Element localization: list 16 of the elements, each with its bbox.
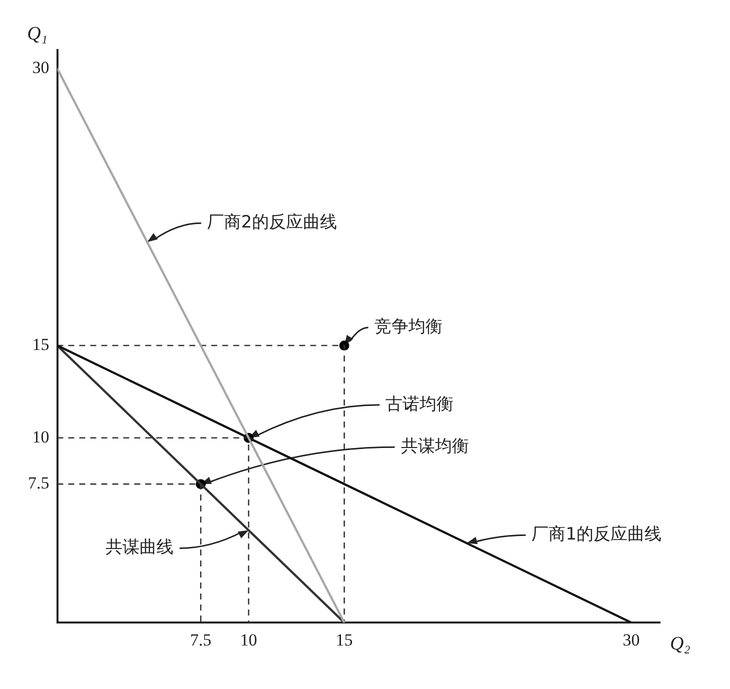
y-tick-label: 7.5 <box>28 474 50 493</box>
x-tick-label: 30 <box>622 630 640 650</box>
annotation: 厂商2的反应曲线 <box>207 212 338 233</box>
annotation: 共谋曲线 <box>106 538 174 558</box>
x-tick-label: 7.5 <box>190 630 212 650</box>
x-tick-label: 10 <box>240 630 258 650</box>
y-tick-label: 10 <box>32 427 50 446</box>
annotation: 共谋均衡 <box>400 436 469 456</box>
x-axis-title: Q₂ <box>670 634 691 655</box>
y-tick-label: 15 <box>32 335 50 354</box>
y-axis-title: Q₁ <box>27 24 48 44</box>
x-tick-label: 15 <box>336 630 353 650</box>
annotation: 厂商1的反应曲线 <box>532 524 662 545</box>
annotation: 竞争均衡 <box>374 316 442 337</box>
annotation: 古诺均衡 <box>386 394 454 414</box>
y-tick-label: 30 <box>32 58 50 77</box>
